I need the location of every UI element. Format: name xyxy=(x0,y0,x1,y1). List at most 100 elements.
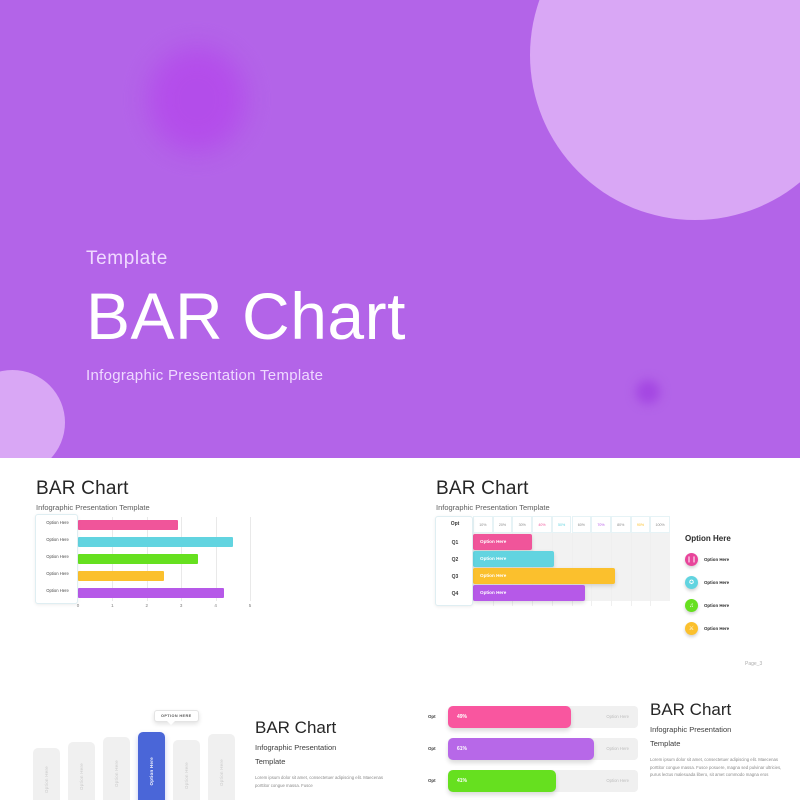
slide2-category-label-column: Option Here Option Here Option Here Option … xyxy=(35,514,78,604)
bicycle-icon: ✪ xyxy=(685,576,698,589)
slide3-subtitle: Infographic Presentation Template xyxy=(436,503,550,512)
slide2-bar xyxy=(78,554,199,564)
slide2-axis-tick: 5 xyxy=(248,603,252,608)
decorative-large-circle xyxy=(530,0,800,220)
slide3-table: Opt Q1 Q2 Q3 Q4 10% 20% 30% 40% 50% 60% 70% 80% 90% 1… xyxy=(435,516,670,606)
progress-row-label: Opt xyxy=(428,746,436,751)
slide3-legend-title: Option Here xyxy=(685,534,731,543)
decorative-small-circle xyxy=(0,370,65,458)
slide5-body-text: Lorem ipsum dolor sit amet, consectetuer… xyxy=(650,757,782,778)
slide3-row-label: Q2 xyxy=(451,557,459,563)
slide2-header: BAR Chart Infographic Presentation Templ… xyxy=(36,478,150,512)
slide3-row-label-column: Opt Q1 Q2 Q3 Q4 xyxy=(435,516,473,606)
legend-item-label: Option Here xyxy=(704,603,730,608)
legend-item[interactable]: ⚔ Option Here xyxy=(685,622,731,635)
slide2-bar xyxy=(78,587,225,598)
vertical-bar[interactable]: Option Here xyxy=(208,734,235,800)
slide3-percent-header-cell: 90% xyxy=(630,516,651,533)
slide4-title: BAR Chart xyxy=(255,718,337,737)
vertical-bar[interactable]: Option Here xyxy=(103,737,130,800)
slide3-row-label: Q1 xyxy=(451,540,459,546)
slide3-corner-label: Opt xyxy=(450,521,460,527)
slide-horizontal-bar-chart: BAR Chart Infographic Presentation Templ… xyxy=(0,458,400,688)
slide2-plot-area xyxy=(78,517,251,601)
slide-table-bar-chart: BAR Chart Infographic Presentation Templ… xyxy=(400,458,800,688)
slide3-legend-items: ❙❙ Option Here ✪ Option Here ♫ Option Here ⚔ Op… xyxy=(685,553,731,635)
cutlery-icon: ❙❙ xyxy=(685,553,698,566)
gamepad-icon: ⚔ xyxy=(685,622,698,635)
slide3-bar: Option Here xyxy=(473,567,615,584)
slide5-text-block: BAR Chart Infographic Presentation Templ… xyxy=(650,700,790,779)
slide3-percent-header-cell: 10% xyxy=(473,516,493,533)
slide-vertical-bar-chart: Option Here Option Here Option Here Option … xyxy=(0,688,400,800)
legend-item[interactable]: ❙❙ Option Here xyxy=(685,553,731,566)
vertical-bar[interactable]: Option Here xyxy=(173,740,200,800)
legend-item-label: Option Here xyxy=(704,626,730,631)
vertical-bar[interactable]: Option Here xyxy=(68,742,95,800)
vertical-bar-label: Option Here xyxy=(114,760,119,787)
slide2-subtitle: Infographic Presentation Template xyxy=(36,503,150,512)
vertical-bar-label: Option Here xyxy=(44,765,49,793)
slide2-axis-tick: 1 xyxy=(111,603,114,608)
slide3-row-label: Q3 xyxy=(451,574,459,580)
slide2-bar xyxy=(78,570,164,581)
slide2-category-label: Option Here xyxy=(46,537,69,543)
hero-title: BAR Chart xyxy=(86,279,406,353)
legend-item-label: Option Here xyxy=(704,557,730,562)
progress-track-label: Option Here xyxy=(606,778,629,783)
slide2-category-label: Option Here xyxy=(46,520,69,526)
hero-slide: Template BAR Chart Infographic Presentat… xyxy=(0,0,800,458)
music-note-icon: ♫ xyxy=(685,599,698,612)
slide3-header: BAR Chart Infographic Presentation Templ… xyxy=(436,478,550,512)
slide3-header-row: 10% 20% 30% 40% 50% 60% 70% 80% 90% 100% xyxy=(473,516,670,533)
slide4-subtitle-line2: Template xyxy=(255,756,286,766)
progress-track: 49% Option Here xyxy=(448,706,638,728)
slide2-axis-tick: 2 xyxy=(145,603,149,608)
slide3-bar: Option Here xyxy=(473,550,554,567)
progress-row-label: Opt xyxy=(428,714,436,719)
progress-track: 61% Option Here xyxy=(448,738,638,760)
vertical-bar-label: Option Here xyxy=(184,761,189,789)
slide2-x-axis: 0 1 2 3 4 5 xyxy=(76,603,252,613)
slide3-row-label: Q4 xyxy=(451,591,459,597)
slide5-subtitle-line2: Template xyxy=(650,738,681,748)
slide3-percent-header-cell: 30% xyxy=(512,516,533,533)
legend-item-label: Option Here xyxy=(704,580,730,585)
hero-kicker: Template xyxy=(86,248,168,269)
decorative-dot xyxy=(636,380,660,404)
slide3-percent-header-cell: 40% xyxy=(532,516,552,533)
slide2-bar xyxy=(78,537,233,548)
slide3-percent-header-cell: 100% xyxy=(650,516,670,533)
slide3-page-number: Page_3 xyxy=(745,661,763,667)
slide2-gridline xyxy=(250,517,251,601)
slide3-percent-header-cell: 80% xyxy=(610,516,631,533)
slide2-category-label: Option Here xyxy=(46,554,69,559)
slide2-title: BAR Chart xyxy=(36,478,129,499)
slide2-axis-tick: 3 xyxy=(179,603,183,608)
vertical-bar-label: Option Here xyxy=(79,762,84,790)
slide2-axis-tick: 0 xyxy=(76,603,80,608)
progress-fill: 61% xyxy=(448,738,594,760)
vertical-bar-label: Option Here xyxy=(219,758,224,786)
slide4-vertical-bars: Option Here Option Here Option Here Option … xyxy=(33,710,241,800)
progress-row-label: Opt xyxy=(428,778,436,783)
slide2-chart: Option Here Option Here Option Here Option … xyxy=(35,514,251,608)
progress-track-label: Option Here xyxy=(606,714,629,719)
slide3-percent-header-cell: 20% xyxy=(492,516,513,533)
slide3-percent-header-cell: 60% xyxy=(571,516,592,533)
hero-subtitle: Infographic Presentation Template xyxy=(86,367,324,385)
legend-item[interactable]: ♫ Option Here xyxy=(685,599,731,612)
slide2-category-label: Option Here xyxy=(46,570,69,576)
vertical-bar-label: Option Here xyxy=(149,756,154,786)
vertical-bar-active[interactable]: Option Here xyxy=(138,732,165,800)
slide3-bar: Option Here xyxy=(473,584,586,601)
legend-item[interactable]: ✪ Option Here xyxy=(685,576,731,589)
slide3-bar: Option Here xyxy=(473,533,533,550)
slide3-title: BAR Chart xyxy=(436,478,529,499)
slide-progress-bar-chart: Opt 49% Option Here Opt 61% Option Here Opt 41%… xyxy=(400,688,800,800)
slide3-grid-area: 10% 20% 30% 40% 50% 60% 70% 80% 90% 100% Option He… xyxy=(473,516,670,606)
slide5-title: BAR Chart xyxy=(650,700,732,719)
vertical-bar[interactable]: Option Here xyxy=(33,748,60,800)
progress-track-label: Option Here xyxy=(606,746,629,751)
